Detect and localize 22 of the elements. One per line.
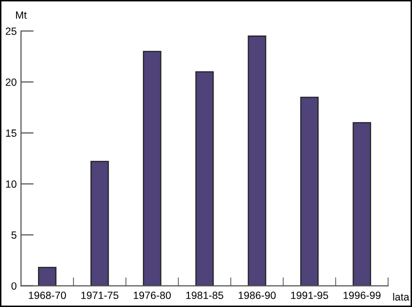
x-tick-label: 1971-75 bbox=[81, 292, 118, 300]
x-tick-label: 1981-85 bbox=[186, 292, 224, 300]
bar bbox=[195, 71, 214, 286]
x-tick-label: 1968-70 bbox=[28, 292, 66, 300]
bar bbox=[90, 160, 109, 286]
y-tick-label: 5 bbox=[11, 231, 16, 239]
bar bbox=[300, 96, 319, 286]
y-tick-label: 15 bbox=[6, 130, 16, 137]
x-tick-label: 1996-99 bbox=[344, 292, 381, 300]
y-tick-label: 0 bbox=[11, 282, 16, 290]
x-axis-title: lata bbox=[393, 292, 410, 301]
y-tick-label: 20 bbox=[6, 78, 16, 86]
y-tick-label: 10 bbox=[6, 180, 16, 188]
y-tick-label: 25 bbox=[6, 28, 16, 35]
x-tick-label: 1986-90 bbox=[238, 292, 276, 300]
y-axis-title: Mt bbox=[16, 11, 27, 19]
x-tick-label: 1976-80 bbox=[134, 292, 171, 300]
x-tick-label: 1991-95 bbox=[291, 292, 328, 300]
bar bbox=[38, 266, 56, 286]
bar bbox=[352, 122, 372, 286]
bar bbox=[248, 36, 266, 286]
bar bbox=[142, 50, 162, 286]
